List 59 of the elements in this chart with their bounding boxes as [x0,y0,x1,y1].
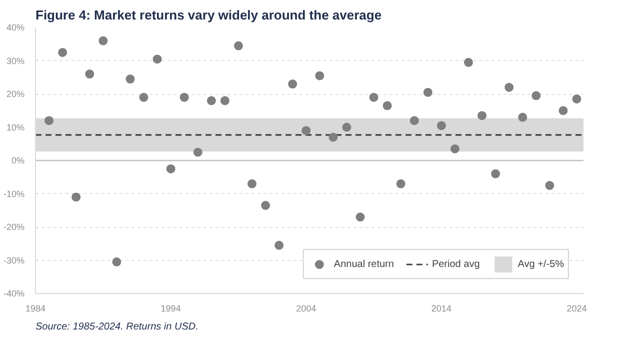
x-tick-label: 2004 [296,304,316,314]
point [261,200,270,210]
point [396,179,406,188]
point [356,212,365,222]
point [315,71,324,80]
point [558,106,568,116]
point [85,70,94,79]
point [518,112,528,122]
legend-label: Avg +/-5% [518,258,564,270]
point [504,82,514,92]
point [139,92,148,102]
point [193,148,202,157]
point [112,257,122,266]
point [234,41,243,50]
point [342,122,352,132]
y-tick-label: -10% [3,188,25,199]
point [126,74,135,84]
x-tick-label: 1984 [25,304,46,314]
point [247,179,256,188]
point [166,164,176,174]
source-note: Source: 1985-2024. Returns in USD. [36,322,198,332]
point [491,169,500,178]
legend-label: Period avg [432,258,480,270]
y-tick-label: 40% [6,22,24,32]
point [382,101,392,110]
point [410,116,419,126]
point [72,192,81,202]
point [206,96,216,106]
y-tick-label: 30% [6,56,24,66]
x-tick-label: 2014 [431,304,452,314]
point [98,36,108,46]
x-tick-label: 1994 [160,304,181,314]
y-tick-label: 20% [6,89,24,99]
point [545,180,554,190]
point [572,94,582,104]
point [464,58,473,67]
point [44,116,54,126]
point [288,80,298,89]
point [302,126,311,136]
chart-title: Figure 4: Market returns vary widely around the average [36,8,382,22]
point [328,132,338,142]
point [423,88,432,97]
legend-label: Annual return [334,258,394,270]
point [478,111,487,120]
y-tick-label: 0% [11,156,25,166]
y-tick-label: -40% [3,288,25,298]
point [532,91,541,100]
point [220,96,230,106]
point [58,48,68,57]
y-tick-label: -20% [3,222,25,232]
point [152,54,162,64]
point [369,92,378,102]
x-tick-label: 2024 [566,304,587,314]
point [274,240,284,250]
point [436,121,446,130]
y-tick-label: -30% [3,255,25,266]
point [450,144,460,154]
y-tick-label: 10% [6,122,24,132]
point [180,92,189,102]
